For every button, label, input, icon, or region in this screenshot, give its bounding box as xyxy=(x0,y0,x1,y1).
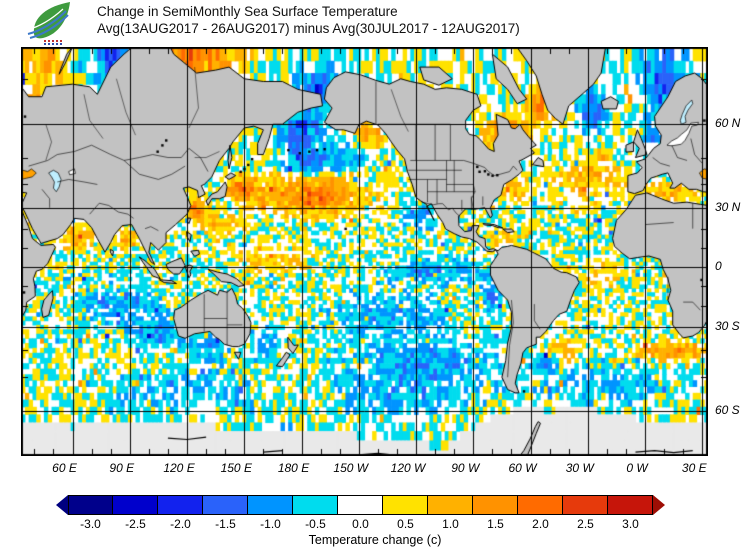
lon-label-120e: 120 E xyxy=(163,461,195,475)
colorbar-segment-1.0 xyxy=(428,495,473,515)
colorbar-tick-label: 3.0 xyxy=(622,517,639,531)
colorbar-segment-2.0 xyxy=(518,495,563,515)
colorbar-tick-label: -0.5 xyxy=(305,517,326,531)
colorbar-segment--2.0 xyxy=(158,495,203,515)
colorbar-segment-0.5 xyxy=(383,495,428,515)
lon-label-30w: 30 W xyxy=(565,461,594,475)
map-area xyxy=(21,47,708,456)
lon-label-30e: 30 E xyxy=(681,461,707,475)
lon-label-90w: 90 W xyxy=(451,461,480,475)
colorbar-segment-2.5 xyxy=(563,495,608,515)
lon-label-150e: 150 E xyxy=(220,461,252,475)
map-canvas xyxy=(21,47,708,456)
leaf-shape xyxy=(33,2,70,39)
colorbar-tick-label: 2.0 xyxy=(532,517,549,531)
lon-label-120w: 120 W xyxy=(390,461,426,475)
colorbar-tick-label: -2.5 xyxy=(125,517,146,531)
colorbar-segment--0.5 xyxy=(293,495,338,515)
lat-label-30s: 30 S xyxy=(715,319,740,334)
colorbar-tick-label: 0.5 xyxy=(397,517,414,531)
lat-label-60s: 60 S xyxy=(715,402,740,417)
colorbar-left-arrow xyxy=(56,495,68,515)
lon-label-150w: 150 W xyxy=(333,461,369,475)
colorbar-segment-1.5 xyxy=(473,495,518,515)
lon-label-90e: 90 E xyxy=(109,461,135,475)
colorbar-tick-label: -1.5 xyxy=(215,517,236,531)
colorbar-tick-label: -2.0 xyxy=(170,517,191,531)
lon-label-0w: 0 W xyxy=(626,461,648,475)
colorbar-segment-3.0 xyxy=(608,495,653,515)
lat-label-60n: 60 N xyxy=(715,116,741,131)
colorbar-tick-label: 0.0 xyxy=(352,517,369,531)
colorbar-right-arrow xyxy=(653,495,665,515)
page-title: Change in SemiMonthly Sea Surface Temper… xyxy=(97,4,398,19)
colorbar-segment--2.5 xyxy=(113,495,158,515)
colorbar-segment--1.0 xyxy=(248,495,293,515)
title-block: Change in SemiMonthly Sea Surface Temper… xyxy=(97,3,520,37)
colorbar-tick-label: 2.5 xyxy=(577,517,594,531)
colorbar-segment-0.0 xyxy=(338,495,383,515)
lat-label-0: 0 xyxy=(715,259,722,274)
colorbar-caption: Temperature change (c) xyxy=(308,533,442,547)
colorbar-tick-label: -3.0 xyxy=(80,517,101,531)
colorbar-segment--1.5 xyxy=(203,495,248,515)
colorbar-segment--3.0 xyxy=(68,495,113,515)
logo-caption-marks xyxy=(44,40,62,45)
colorbar-tick-label: 1.5 xyxy=(487,517,504,531)
lat-label-30n: 30 N xyxy=(715,199,741,214)
page-subtitle: Avg(13AUG2017 - 26AUG2017) minus Avg(30J… xyxy=(97,21,520,36)
colorbar-tick-label: -1.0 xyxy=(260,517,281,531)
lon-label-60w: 60 W xyxy=(508,461,537,475)
lon-label-180e: 180 E xyxy=(277,461,310,475)
colorbar-tick-label: 1.0 xyxy=(442,517,459,531)
lon-label-60e: 60 E xyxy=(52,461,77,475)
noaa-psd-leaf-logo xyxy=(26,2,70,45)
